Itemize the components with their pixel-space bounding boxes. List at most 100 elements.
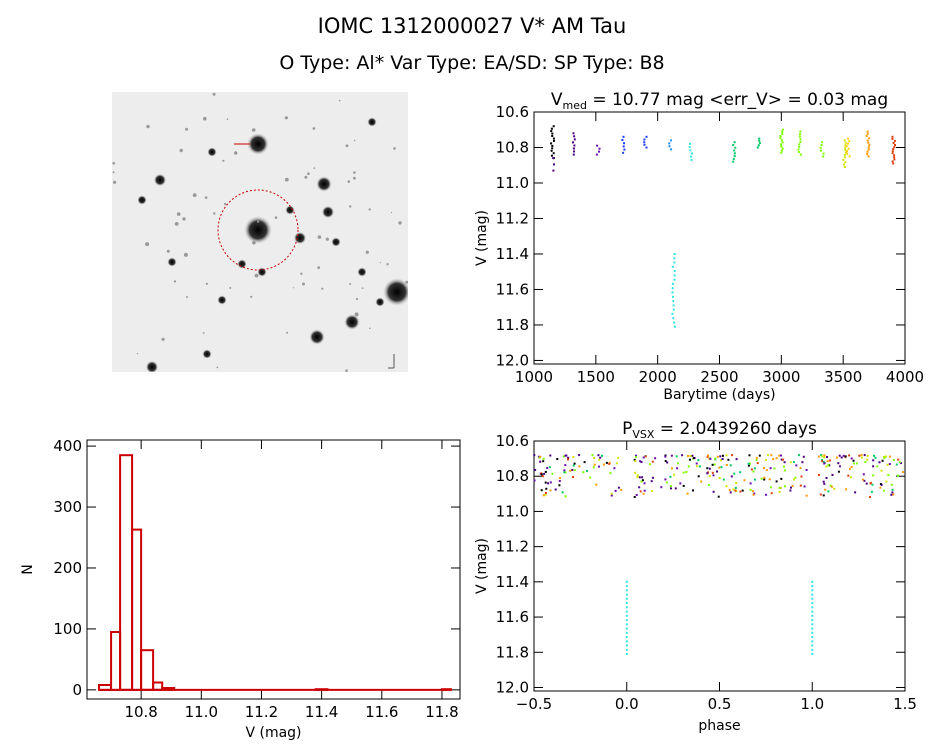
data-point	[763, 476, 766, 479]
faint-star	[393, 147, 396, 150]
data-point	[733, 141, 736, 144]
histogram-bar	[140, 649, 155, 691]
data-point	[791, 484, 794, 487]
data-point	[794, 476, 797, 479]
data-point	[865, 135, 868, 137]
data-point	[729, 464, 732, 467]
data-point	[867, 148, 870, 151]
data-point	[756, 462, 759, 464]
data-point	[862, 473, 865, 476]
data-point	[558, 480, 561, 482]
data-point	[677, 462, 679, 465]
data-point	[689, 142, 692, 145]
data-point	[572, 464, 575, 467]
faint-star	[321, 287, 324, 290]
eclipse-point	[811, 648, 814, 651]
data-point	[706, 472, 709, 475]
eclipse-point	[625, 606, 628, 609]
y-tick-label: 10.8	[496, 467, 529, 485]
data-point	[866, 139, 869, 142]
data-point	[564, 464, 567, 467]
faint-star	[146, 124, 150, 129]
data-point	[567, 458, 569, 461]
y-tick-label: 10.6	[496, 432, 529, 450]
panel-title: PVSX = 2.0439260 days	[622, 419, 817, 441]
data-point	[758, 139, 761, 142]
data-point	[848, 155, 851, 158]
data-point	[874, 456, 877, 459]
data-point	[844, 455, 847, 458]
data-point	[563, 471, 566, 474]
data-point	[758, 454, 761, 457]
aperture-circle	[217, 189, 299, 271]
data-point	[844, 151, 847, 154]
data-point	[735, 490, 738, 492]
y-tick-label: 11.4	[496, 245, 529, 263]
data-point	[758, 137, 761, 140]
data-point	[706, 455, 709, 458]
data-point	[732, 144, 735, 146]
data-point	[586, 470, 588, 472]
data-point	[544, 470, 547, 473]
data-point	[640, 461, 643, 463]
data-point	[781, 141, 784, 144]
faint-star	[284, 116, 288, 120]
data-point	[707, 471, 709, 474]
data-point	[871, 483, 874, 486]
data-point	[848, 140, 851, 143]
x-tick-label: 1000	[515, 368, 553, 386]
data-point	[886, 463, 889, 466]
data-point	[846, 152, 849, 155]
data-point	[718, 466, 721, 469]
star	[145, 360, 159, 372]
faint-star	[182, 217, 186, 221]
data-point	[854, 491, 857, 494]
x-tick-label: 11.6	[365, 703, 398, 721]
data-point	[792, 461, 795, 464]
eclipse-point	[811, 606, 814, 609]
faint-star	[307, 172, 310, 175]
data-point	[892, 142, 895, 144]
data-point	[872, 474, 875, 477]
x-axis-label: V (mag)	[245, 725, 301, 741]
data-point	[733, 472, 736, 475]
data-point	[780, 454, 782, 457]
data-point	[793, 478, 795, 481]
eclipse-point	[625, 610, 628, 613]
faint-star	[186, 296, 188, 298]
data-point	[648, 463, 651, 466]
data-point	[847, 137, 850, 140]
faint-star	[145, 242, 150, 247]
data-point	[669, 139, 672, 142]
faint-star	[174, 222, 179, 226]
data-point	[547, 482, 550, 485]
data-point	[784, 469, 786, 472]
faint-star	[354, 312, 359, 317]
sky-image	[112, 92, 408, 372]
data-point	[593, 463, 596, 466]
faint-star	[405, 280, 408, 284]
star	[367, 117, 377, 127]
star	[309, 329, 325, 345]
data-point	[891, 137, 894, 140]
data-point	[550, 127, 553, 130]
faint-star	[368, 208, 371, 211]
data-point	[869, 481, 872, 484]
data-point	[822, 494, 825, 497]
faint-star	[113, 180, 117, 184]
data-point	[692, 489, 694, 492]
data-point	[868, 144, 871, 147]
data-point	[682, 484, 685, 487]
data-point	[893, 139, 896, 142]
panel-title: Vmed = 10.77 mag <err_V> = 0.03 mag	[551, 90, 888, 112]
y-tick-label: 12.0	[496, 678, 529, 696]
data-point	[837, 470, 840, 473]
data-point	[844, 141, 847, 144]
data-point	[779, 137, 782, 140]
data-point	[669, 475, 672, 478]
data-point	[559, 477, 561, 479]
data-point	[866, 454, 869, 457]
data-point	[836, 456, 838, 459]
data-point	[564, 454, 567, 457]
data-point	[852, 462, 855, 465]
